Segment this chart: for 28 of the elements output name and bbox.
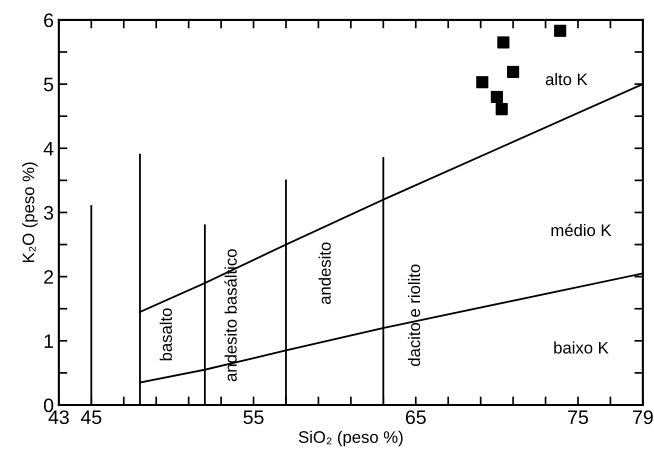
- y-tick-label: 2: [44, 270, 54, 284]
- x-tick-label: 45: [80, 410, 102, 424]
- x-axis-title: SiO₂ (peso %): [298, 430, 403, 446]
- point: [490, 90, 503, 104]
- annotation: alto K: [546, 73, 588, 86]
- annotation: andesito basáltico: [224, 249, 237, 382]
- point: [554, 24, 566, 37]
- y-tick-label: 5: [44, 78, 54, 92]
- x-tick-label: 79: [633, 410, 653, 424]
- y-tick-label: 0: [44, 398, 54, 412]
- x-tick-label: 75: [568, 410, 588, 424]
- y-tick-label: 6: [44, 13, 54, 28]
- point: [507, 66, 520, 78]
- y-axis-title: K₂O (peso %): [22, 162, 38, 262]
- annotation: baixo K: [554, 341, 609, 354]
- point: [497, 36, 510, 48]
- point: [476, 76, 488, 88]
- y-tick-label: 3: [44, 206, 54, 220]
- annotation: basalto: [160, 308, 172, 360]
- y-tick-label: 4: [44, 142, 54, 156]
- annotation: dacito e riolito: [408, 264, 420, 366]
- annotation: andesito: [318, 242, 331, 304]
- x-tick-label: 65: [406, 410, 426, 424]
- y-tick-label: 1: [44, 334, 54, 348]
- point: [496, 103, 508, 116]
- x-tick-label: 43: [48, 410, 69, 424]
- x-tick-label: 55: [244, 410, 264, 424]
- annotation: médio K: [552, 224, 612, 236]
